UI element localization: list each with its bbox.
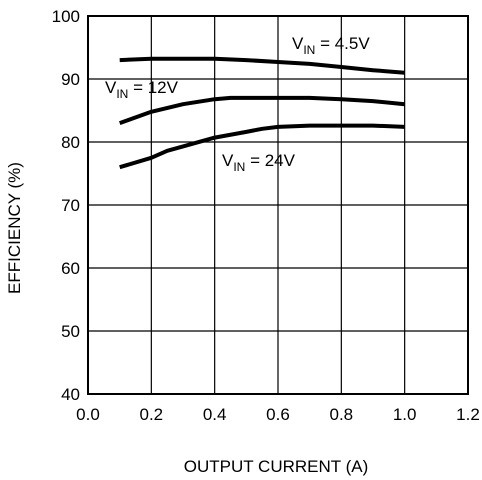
grid (87, 15, 469, 395)
series-lines (119, 56, 405, 170)
x-tick-label: 1.0 (393, 405, 417, 424)
plot-frame (87, 15, 469, 395)
y-tick-labels: 40 50 60 70 80 90 100 (52, 7, 80, 404)
series-label-vin-4-5v: VIN = 4.5V (292, 34, 370, 57)
x-tick-label: 0.2 (140, 405, 164, 424)
y-tick-label: 60 (61, 259, 80, 278)
y-axis-label: EFFICIENCY (%) (5, 162, 24, 294)
y-tick-label: 80 (61, 133, 80, 152)
y-tick-label: 100 (52, 7, 80, 26)
series-line-vin-4-5v (119, 56, 405, 75)
series-labels: VIN = 4.5V VIN = 12V VIN = 24V (105, 34, 370, 174)
series-label-vin-12v: VIN = 12V (105, 78, 179, 101)
x-tick-label: 0.0 (76, 405, 100, 424)
y-tick-label: 90 (61, 70, 80, 89)
y-tick-label: 40 (61, 385, 80, 404)
y-tick-label: 70 (61, 196, 80, 215)
x-axis-label: OUTPUT CURRENT (A) (184, 457, 369, 476)
series-line-vin-12v (119, 95, 405, 125)
x-tick-labels: 0.0 0.2 0.4 0.6 0.8 1.0 1.2 (76, 405, 480, 424)
x-tick-label: 0.6 (266, 405, 290, 424)
x-tick-label: 0.4 (203, 405, 227, 424)
series-line-vin-24v (119, 123, 405, 170)
y-tick-label: 50 (61, 322, 80, 341)
x-tick-label: 0.8 (330, 405, 354, 424)
x-tick-label: 1.2 (456, 405, 480, 424)
series-label-vin-24v: VIN = 24V (222, 151, 296, 174)
